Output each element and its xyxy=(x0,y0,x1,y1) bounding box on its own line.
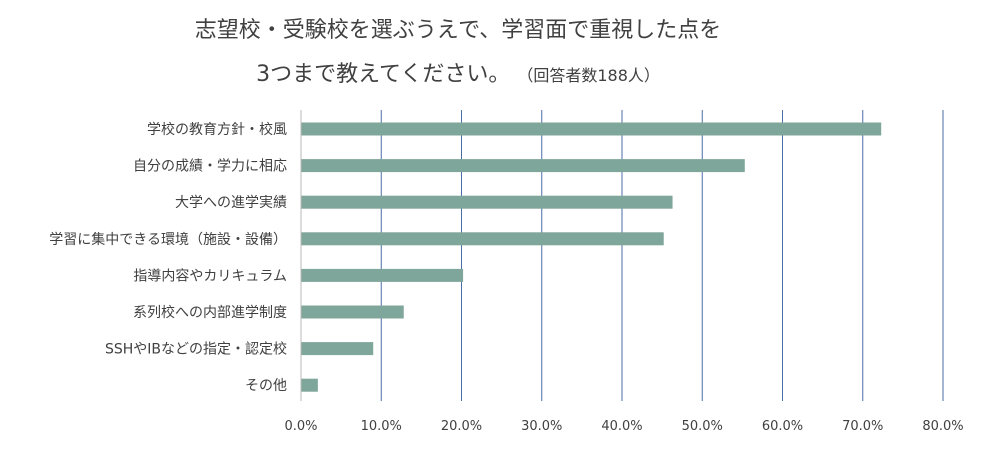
category-label: SSHやIBなどの指定・認定校 xyxy=(105,341,287,358)
bar xyxy=(301,378,318,392)
category-label: 系列校への内部進学制度 xyxy=(133,304,287,321)
bar xyxy=(301,232,664,246)
category-label: 自分の成績・学力に相応 xyxy=(133,159,287,175)
chart-title-respondent-note: （回答者数188人） xyxy=(517,66,660,85)
x-tick-label: 50.0% xyxy=(682,419,723,434)
x-tick-label: 30.0% xyxy=(521,419,562,434)
chart-title-line-2: 3つまで教えてください。 （回答者数188人） xyxy=(256,62,660,87)
category-label: 大学への進学実績 xyxy=(175,195,287,211)
bar xyxy=(301,305,404,319)
x-tick-label: 10.0% xyxy=(361,419,402,434)
x-axis-tick-labels: 0.0% 10.0% 20.0% 30.0% 40.0% 50.0% 60.0% 70.0% 8… xyxy=(284,419,963,434)
category-label: その他 xyxy=(245,378,287,394)
bar-series xyxy=(301,122,882,392)
category-labels: 学校の教育方針・校風自分の成績・学力に相応大学への進学実績学習に集中できる環境（… xyxy=(49,121,287,394)
x-tick-label: 80.0% xyxy=(922,419,963,434)
category-label: 学習に集中できる環境（施設・設備） xyxy=(49,231,287,248)
chart-title-line-2-main: 3つまで教えてください。 xyxy=(256,62,510,87)
x-tick-label: 40.0% xyxy=(601,419,642,434)
bar xyxy=(301,342,374,356)
bar xyxy=(301,195,673,209)
bar xyxy=(301,268,464,282)
bar xyxy=(301,122,882,136)
x-tick-label: 60.0% xyxy=(762,419,803,434)
chart-title-line-1: 志望校・受験校を選ぶうえで、学習面で重視した点を xyxy=(195,18,721,43)
category-label: 指導内容やカリキュラム xyxy=(133,267,287,284)
grid-lines xyxy=(300,110,944,401)
x-tick-label: 70.0% xyxy=(842,419,883,434)
category-label: 学校の教育方針・校風 xyxy=(147,121,287,138)
bar xyxy=(301,159,745,173)
x-tick-label: 20.0% xyxy=(441,419,482,434)
chart-title: 志望校・受験校を選ぶうえで、学習面で重視した点を 3つまで教えてください。 （回… xyxy=(195,18,721,87)
x-tick-label: 0.0% xyxy=(284,419,317,434)
